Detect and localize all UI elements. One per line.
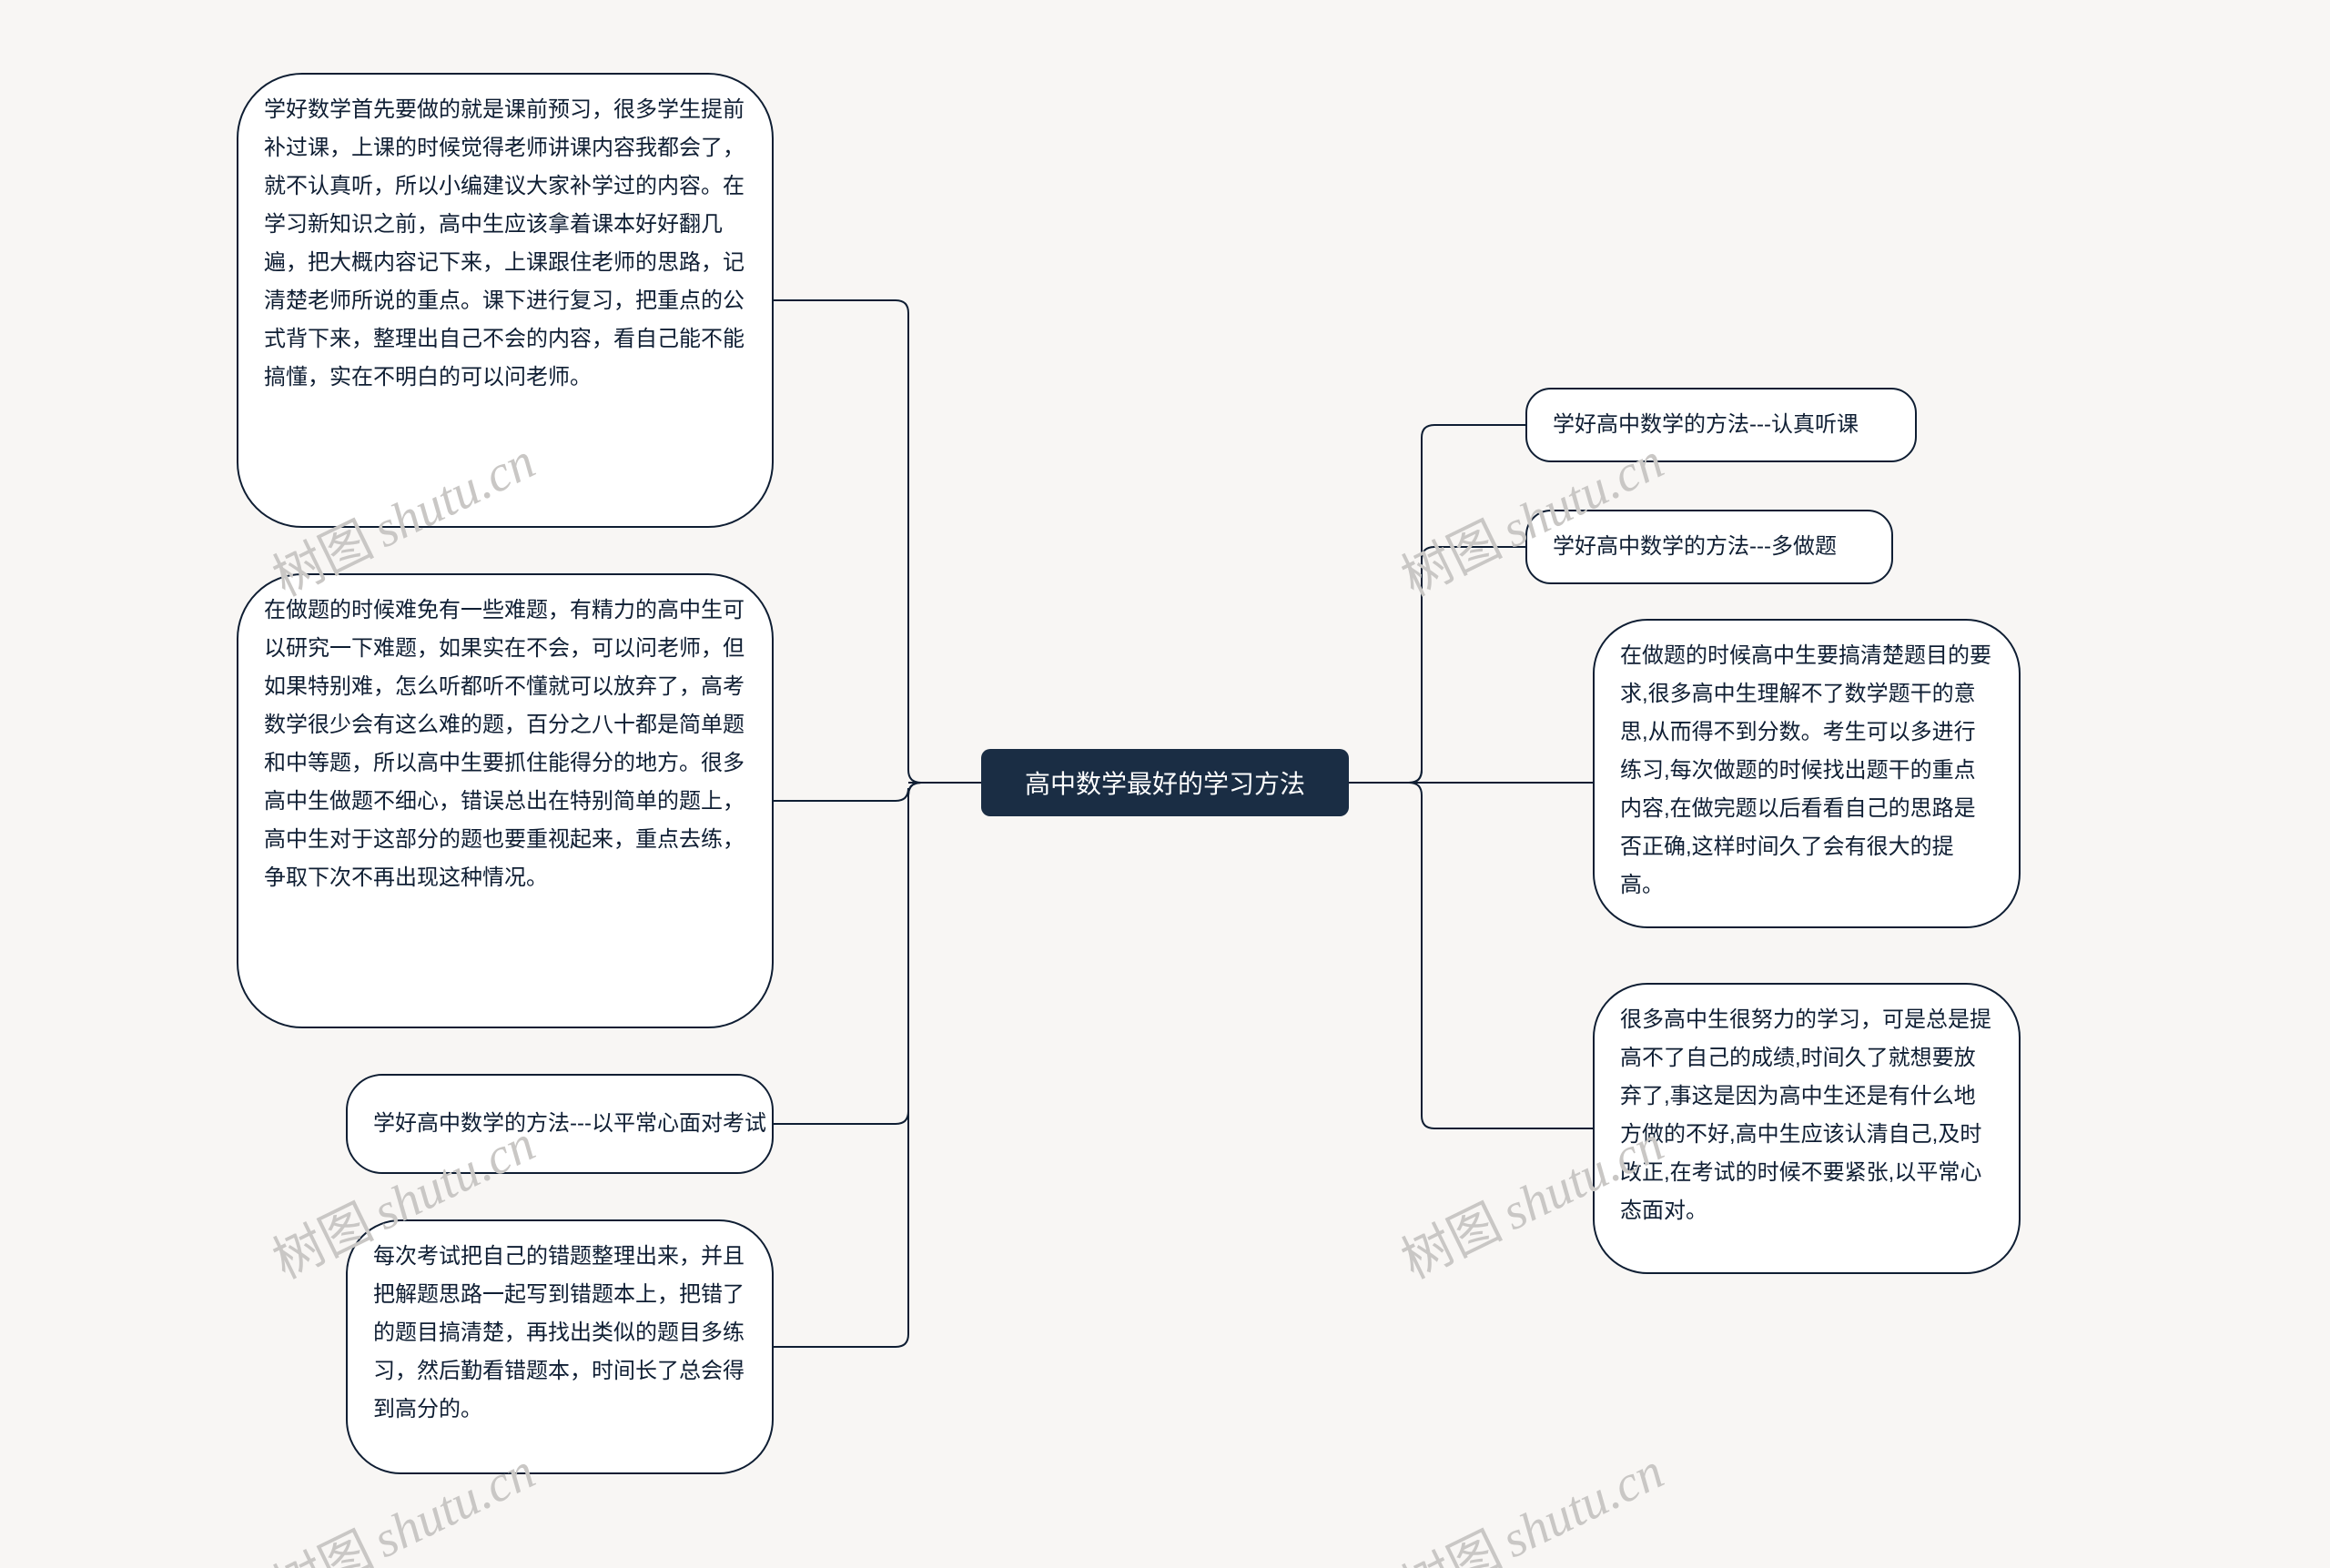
node-l2-text: 在做题的时候难免有一些难题，有精力的高中生可以研究一下难题，如果实在不会，可以问… (264, 592, 746, 897)
watermark-han: 树图 (265, 1522, 381, 1568)
watermark-han: 树图 (1393, 512, 1510, 608)
watermark-han: 树图 (1393, 1522, 1510, 1568)
node-r1-text: 学好高中数学的方法---认真听课 (1553, 406, 1859, 444)
node-l4: 每次考试把自己的错题整理出来，并且把解题思路一起写到错题本上，把错了的题目搞清楚… (346, 1219, 774, 1474)
node-l3-text: 学好高中数学的方法---以平常心面对考试 (373, 1105, 766, 1143)
node-l1-text: 学好数学首先要做的就是课前预习，很多学生提前补过课，上课的时候觉得老师讲课内容我… (264, 91, 746, 397)
node-r1: 学好高中数学的方法---认真听课 (1525, 388, 1917, 462)
node-l4-text: 每次考试把自己的错题整理出来，并且把解题思路一起写到错题本上，把错了的题目搞清楚… (373, 1238, 746, 1429)
node-r2: 学好高中数学的方法---多做题 (1525, 510, 1893, 584)
node-l3: 学好高中数学的方法---以平常心面对考试 (346, 1074, 774, 1174)
watermark: 树图shutu.cn (1387, 1431, 1673, 1568)
node-l2: 在做题的时候难免有一些难题，有精力的高中生可以研究一下难题，如果实在不会，可以问… (237, 573, 774, 1028)
node-r3: 在做题的时候高中生要搞清楚题目的要求,很多高中生理解不了数学题干的意思,从而得不… (1593, 619, 2021, 928)
node-r2-text: 学好高中数学的方法---多做题 (1553, 528, 1837, 566)
watermark-han: 树图 (1393, 1195, 1510, 1290)
node-r4-text: 很多高中生很努力的学习，可是总是提高不了自己的成绩,时间久了就想要放弃了,事这是… (1620, 1001, 1993, 1230)
center-topic: 高中数学最好的学习方法 (981, 749, 1349, 816)
node-r3-text: 在做题的时候高中生要搞清楚题目的要求,很多高中生理解不了数学题干的意思,从而得不… (1620, 637, 1993, 905)
watermark-latin: shutu.cn (1494, 1443, 1672, 1568)
node-r4: 很多高中生很努力的学习，可是总是提高不了自己的成绩,时间久了就想要放弃了,事这是… (1593, 983, 2021, 1274)
node-l1: 学好数学首先要做的就是课前预习，很多学生提前补过课，上课的时候觉得老师讲课内容我… (237, 73, 774, 528)
center-topic-text: 高中数学最好的学习方法 (1025, 764, 1305, 801)
